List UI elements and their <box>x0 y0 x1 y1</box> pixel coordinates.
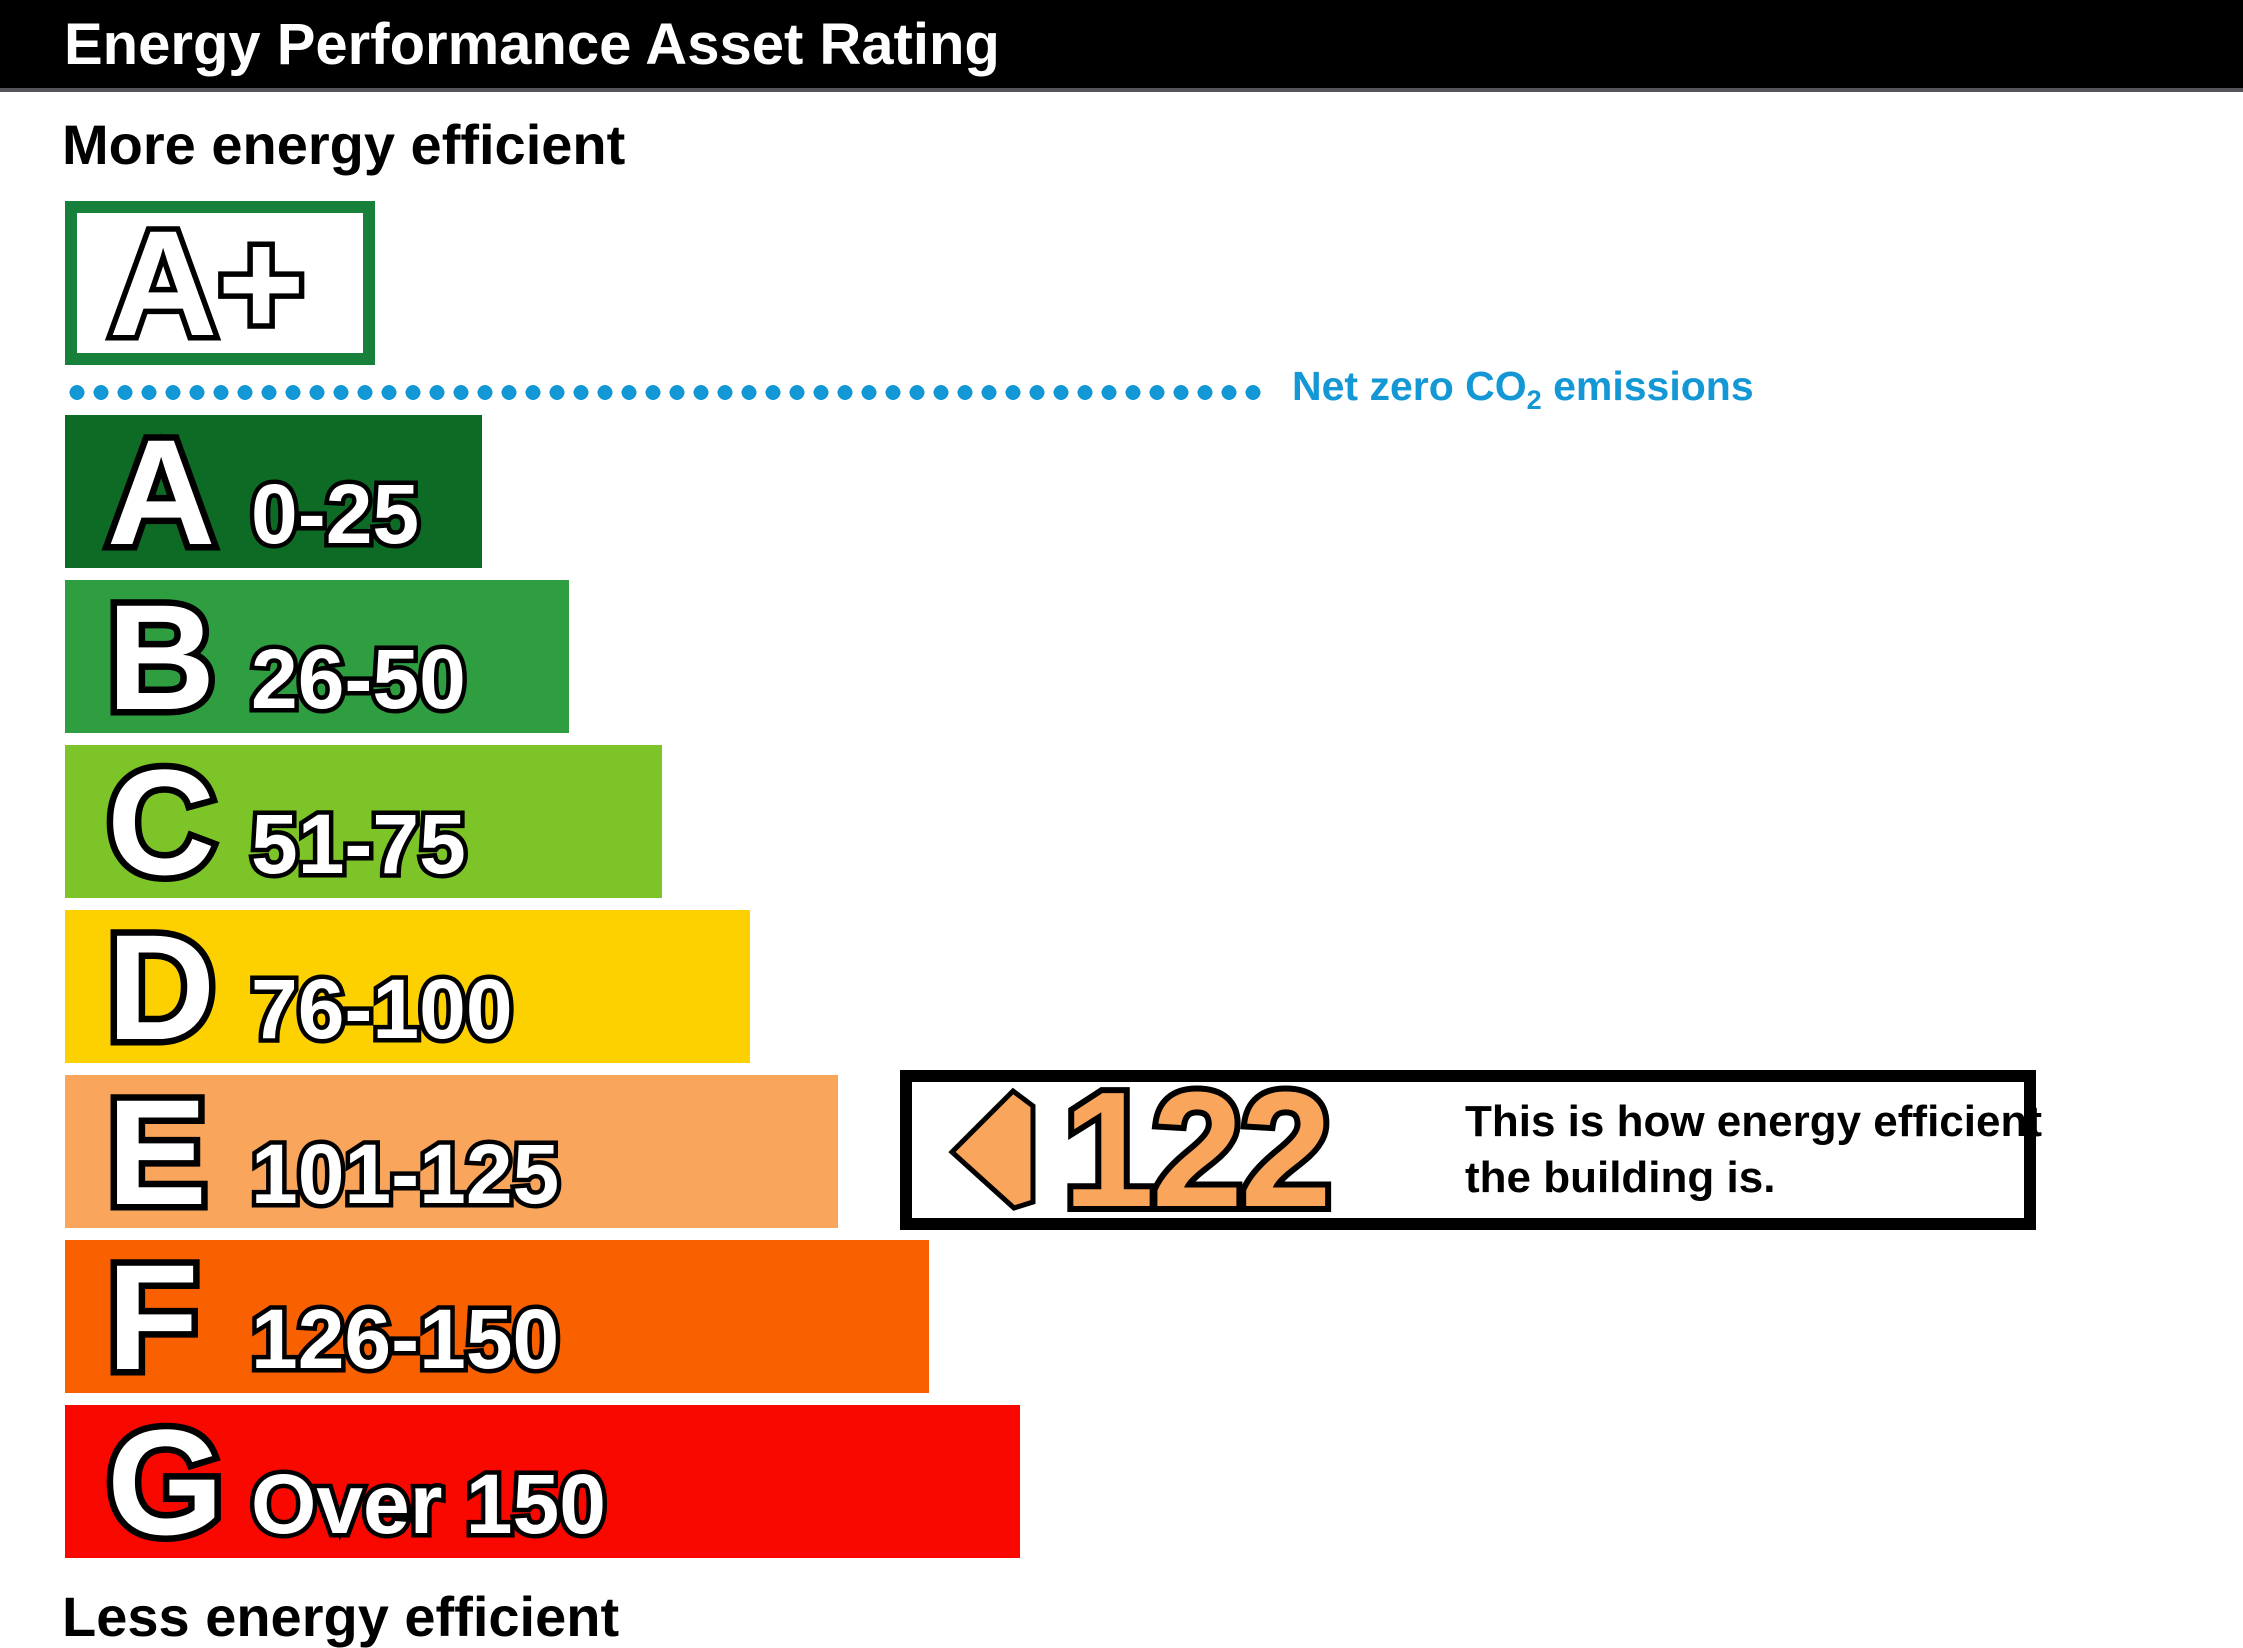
band-row-b: B 26-50 <box>65 580 569 733</box>
page-title: Energy Performance Asset Rating <box>64 11 1000 77</box>
band-letter: B <box>107 582 216 732</box>
net-zero-label-prefix: Net zero CO <box>1292 363 1527 409</box>
band-letter: F <box>107 1242 199 1392</box>
band-range: 101-125 <box>251 1132 560 1216</box>
band-letter: C <box>107 747 216 897</box>
band-range: 126-150 <box>251 1297 560 1381</box>
band-row-d: D 76-100 <box>65 910 750 1063</box>
band-range: 0-25 <box>251 472 419 556</box>
aplus-rating-box: A+ <box>65 201 375 365</box>
band-letter: G <box>107 1407 224 1557</box>
band-range: Over 150 <box>251 1462 606 1546</box>
band-row-f: F 126-150 <box>65 1240 929 1393</box>
band-row-a: A 0-25 <box>65 415 482 568</box>
aplus-label: A+ <box>109 208 305 358</box>
indicator-caption-line1: This is how energy efficient <box>1465 1097 2043 1146</box>
net-zero-label-suffix: emissions <box>1541 363 1754 409</box>
net-zero-label: Net zero CO2 emissions <box>1292 362 1754 414</box>
band-row-c: C 51-75 <box>65 745 662 898</box>
band-row-e: E 101-125 <box>65 1075 838 1228</box>
band-row-g: G Over 150 <box>65 1405 1020 1558</box>
band-range: 26-50 <box>251 637 466 721</box>
more-efficient-label: More energy efficient <box>62 113 626 176</box>
net-zero-dotted-line <box>65 385 1265 400</box>
band-letter: A <box>107 417 216 567</box>
indicator-caption: This is how energy efficient the buildin… <box>1465 1094 2042 1206</box>
band-letter: E <box>107 1077 207 1227</box>
indicator-value: 122 <box>1063 1068 1332 1233</box>
band-range: 76-100 <box>251 967 513 1051</box>
left-arrow-icon <box>948 1087 1036 1211</box>
net-zero-label-subscript: 2 <box>1526 385 1542 416</box>
indicator-box: 122 This is how energy efficient the bui… <box>900 1068 2042 1233</box>
indicator-caption-line2: the building is. <box>1465 1153 1776 1202</box>
band-range: 51-75 <box>251 802 466 886</box>
header-bar: Energy Performance Asset Rating <box>0 0 2243 92</box>
band-letter: D <box>107 912 216 1062</box>
less-efficient-label: Less energy efficient <box>62 1585 620 1648</box>
